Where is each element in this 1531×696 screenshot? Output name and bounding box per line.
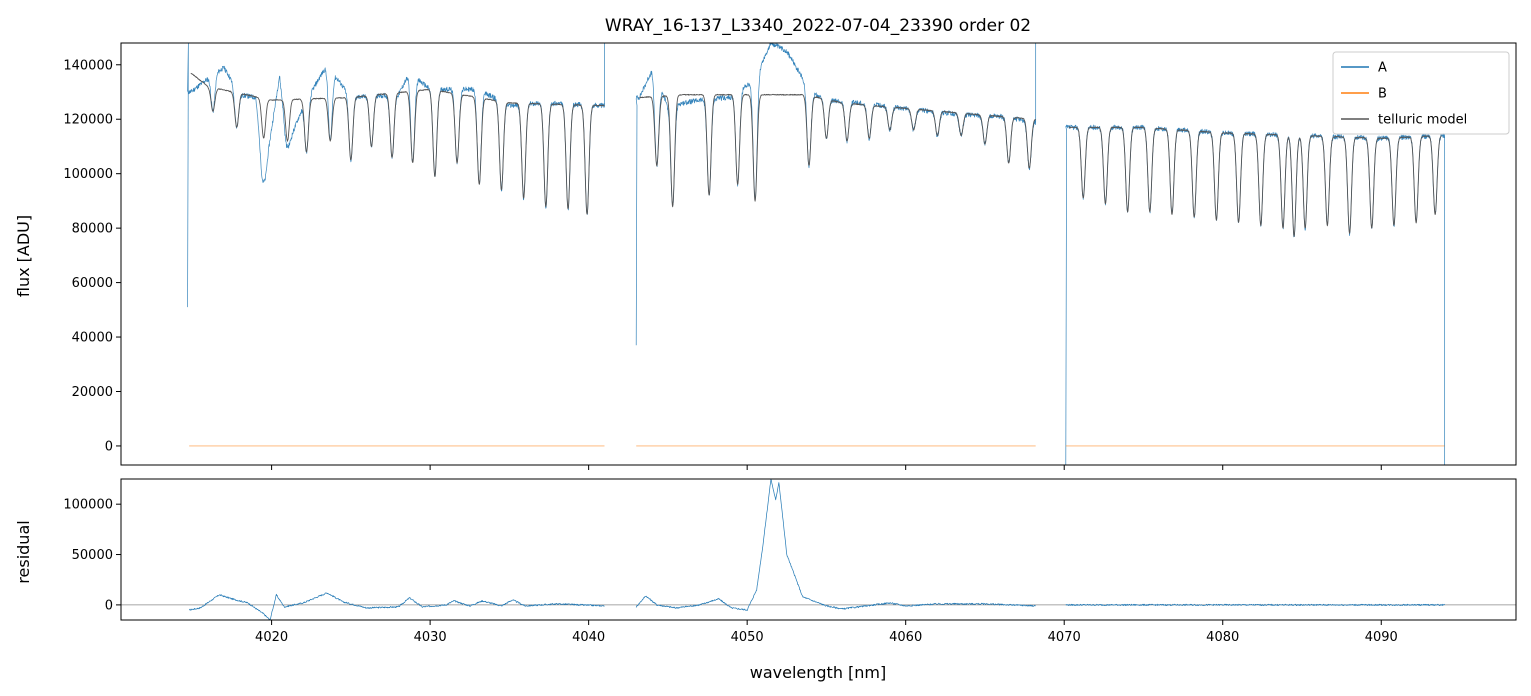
- bottom-x-tick-label: 4070: [1048, 630, 1081, 645]
- bottom-x-tick-label: 4040: [572, 630, 605, 645]
- top-y-tick-label: 140000: [63, 58, 113, 73]
- top-y-tick-label: 40000: [72, 331, 113, 346]
- top-series-a-segment-0: [187, 43, 605, 308]
- top-axes-frame: [120, 42, 1517, 466]
- bottom-axes-frame: [120, 478, 1517, 621]
- top-y-tick-label: 80000: [72, 222, 113, 237]
- bottom-series-residual-segment-2: [1065, 603, 1445, 606]
- top-y-tick-label: 20000: [72, 385, 113, 400]
- top-series-a-segment-2: [1065, 124, 1446, 465]
- bottom-x-tick-label: 4080: [1206, 630, 1239, 645]
- bottom-series-residual-segment-1: [635, 479, 1036, 611]
- bottom-y-axis-label: residual: [14, 520, 33, 583]
- legend-label-telluric-model: telluric model: [1378, 113, 1467, 128]
- top-series-telluric-model-segment-1: [639, 93, 1036, 208]
- bottom-x-tick-label: 4020: [255, 630, 288, 645]
- bottom-series-group: [121, 479, 1516, 620]
- bottom-y-tick-label: 50000: [72, 548, 113, 563]
- top-y-axis-label: flux [ADU]: [14, 215, 33, 297]
- bottom-x-tick-label: 4030: [414, 630, 447, 645]
- bottom-plot-area: 0 50000 100000 4020 4030 4040 4050 4060 4070 4080…: [63, 478, 1517, 645]
- top-series-telluric-model-segment-0: [190, 72, 605, 215]
- legend-box: [1332, 51, 1510, 135]
- chart-title: WRAY_16-137_L3340_2022-07-04_23390 order…: [605, 16, 1031, 36]
- top-series-group: [187, 43, 1446, 465]
- top-y-tick-label: 100000: [63, 167, 113, 182]
- bottom-y-tick-label: 100000: [63, 498, 113, 513]
- top-plot-area: 0 20000 40000 60000 80000 100000 120000 140000: [63, 42, 1517, 470]
- bottom-series-residual-segment-0: [189, 592, 605, 620]
- legend-label-b: B: [1378, 87, 1387, 102]
- top-y-tick-label: 0: [105, 439, 113, 454]
- top-series-telluric-model-segment-2: [1068, 126, 1442, 237]
- bottom-x-tick-label: 4050: [731, 630, 764, 645]
- top-y-tick-label: 60000: [72, 276, 113, 291]
- top-series-a-segment-1: [635, 43, 1037, 346]
- legend-label-a: A: [1378, 61, 1387, 76]
- bottom-x-tick-label: 4090: [1365, 630, 1398, 645]
- bottom-y-tick-label: 0: [105, 598, 113, 613]
- top-y-tick-label: 120000: [63, 113, 113, 128]
- x-axis-label: wavelength [nm]: [750, 663, 887, 682]
- bottom-x-tick-label: 4060: [889, 630, 922, 645]
